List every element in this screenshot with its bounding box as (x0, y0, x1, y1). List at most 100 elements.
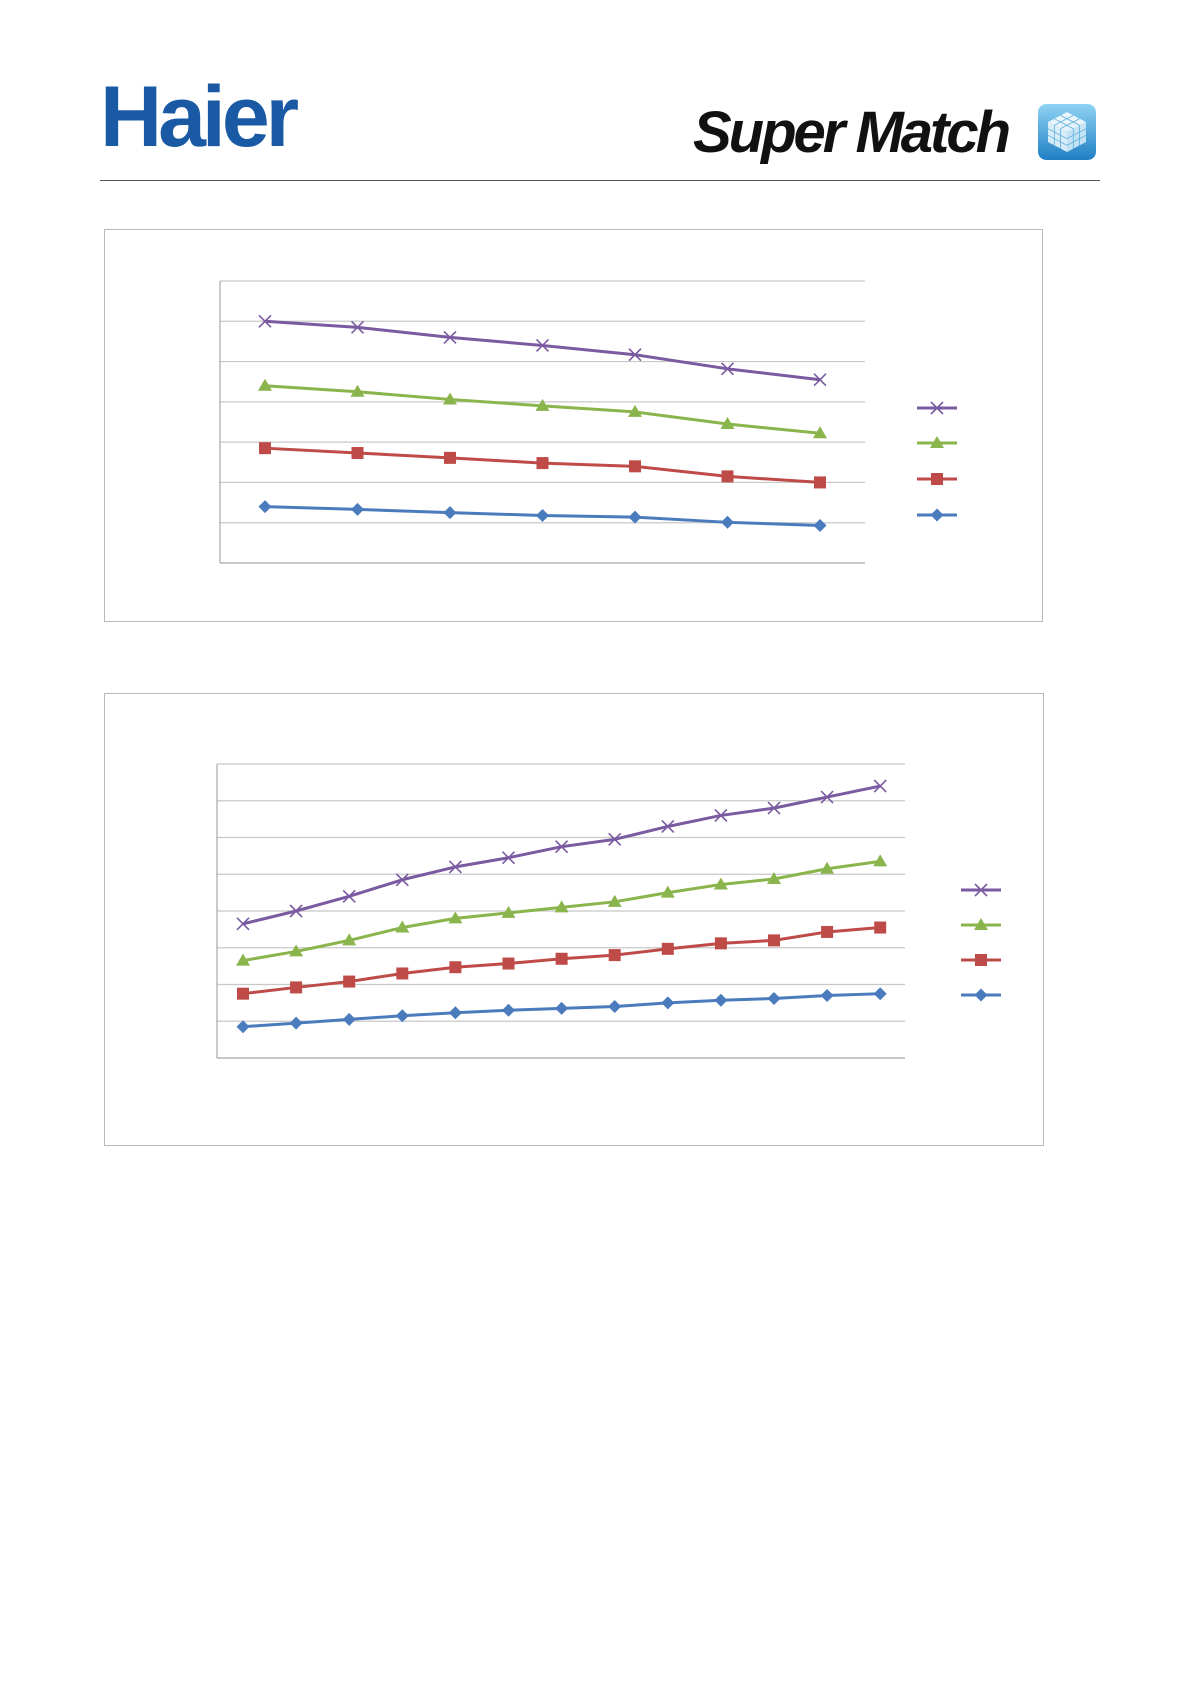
chart-2-series-4-point (608, 1000, 622, 1014)
chart-2-series-3-point (768, 934, 780, 947)
page-header: Haier Super Match (0, 0, 1191, 185)
chart-2-series-3-point (555, 952, 568, 965)
chart-2-series-2-point (289, 944, 304, 957)
chart-1-series-1-line (264, 319, 821, 382)
chart-2-series-1-point (714, 808, 728, 823)
chart-2-legend-item-1 (961, 883, 1001, 897)
chart-1-series-3-point (814, 476, 826, 489)
chart-2-series-2-point (820, 861, 835, 874)
chart-2-series-2-point (873, 854, 888, 867)
header-divider (100, 180, 1100, 181)
chart-1-series-2-point (258, 378, 272, 391)
chart-2-series-4-point (236, 1020, 250, 1034)
chart-1-frame (104, 229, 1043, 622)
chart-1-series-2-point (628, 404, 642, 417)
chart-2-series-1-point (236, 917, 250, 931)
chart-2-series-3-point (237, 987, 249, 1000)
chart-2-series-4-point (661, 996, 675, 1010)
chart-2-legend-marker-4 (974, 988, 988, 1002)
chart-2-legend-marker-2 (974, 918, 988, 930)
chart-2-series-4-point (873, 987, 887, 1001)
chart-1-legend-marker-2 (930, 436, 944, 448)
chart-2-series-1-point (289, 904, 303, 918)
chart-1 (219, 280, 957, 564)
chart-1-series-3-point (259, 442, 271, 455)
chart-1-legend (917, 401, 957, 522)
chart-1-series-3-point (536, 457, 549, 470)
chart-2-series-1-point (342, 889, 356, 903)
chart-1-series-2-point (443, 392, 457, 405)
chart-1-series-1-point (535, 338, 550, 353)
chart-2-legend (961, 883, 1001, 1002)
chart-1-legend-item-2 (917, 436, 957, 448)
chart-2-series-1-point (820, 790, 834, 804)
chart-2-series-2-point (713, 877, 728, 890)
chart-2-series-2-point (342, 933, 357, 946)
chart-1-series-1-point (258, 314, 272, 328)
chart-2-series-2 (236, 854, 888, 966)
chart-2-series-2-point (607, 894, 622, 907)
chart-1-series-1-point (813, 373, 827, 387)
chart-2-series-2-point (448, 911, 463, 924)
chart-1-series-3-point (629, 460, 641, 473)
chart-2-series-3-point (714, 937, 727, 950)
chart-2-series-3-point (874, 921, 887, 934)
chart-2-series-1-point (448, 860, 462, 874)
chart-2-legend-marker-1 (974, 883, 988, 897)
chart-1-series-3-point (351, 447, 364, 460)
chart-1-series-4-point (351, 502, 364, 516)
chart-1-series-1-point (720, 362, 735, 376)
chart-1-series-4-point (258, 500, 272, 514)
chart-2-legend-item-3 (961, 954, 1001, 966)
chart-2-series-2-point (501, 905, 516, 918)
chart-1-series-3 (259, 442, 826, 489)
chart-2-legend-item-4 (961, 988, 1001, 1002)
chart-1-series-2-point (720, 417, 735, 430)
chart-1-series-3-point (721, 470, 734, 483)
chart-2-series-2-point (660, 885, 675, 898)
chart-1-series-1-point (443, 330, 457, 344)
chart-2-series-4-point (820, 989, 834, 1003)
chart-2-series-2-point (395, 920, 410, 933)
chart-2-series-2-point (767, 872, 781, 885)
chart-1-series-2-point (813, 426, 827, 439)
chart-2-series-1-point (608, 832, 622, 846)
chart-2 (216, 763, 1001, 1059)
chart-2-legend-marker-3 (975, 954, 987, 966)
chart-1-series-2-point (350, 384, 365, 397)
chart-1-series-4-point (813, 519, 827, 533)
chart-1-series-1-point (350, 320, 365, 334)
chart-2-series-4-point (395, 1009, 409, 1023)
chart-2-series-4-point (448, 1006, 462, 1020)
chart-2-series-1-point (501, 851, 516, 865)
chart-1-legend-marker-4 (930, 508, 944, 522)
chart-2-series-3-point (343, 975, 356, 988)
chart-1-series-1-point (628, 348, 642, 362)
chart-1-legend-marker-3 (931, 473, 943, 485)
chart-1-series-4-point (536, 508, 549, 522)
chart-2-series-2-point (236, 953, 250, 966)
chart-2-frame (104, 693, 1044, 1146)
super-match-logo: Super Match (693, 100, 1011, 165)
haier-logo: Haier (100, 69, 299, 165)
chart-1-series-1 (258, 314, 827, 387)
chart-1-legend-marker-1 (930, 401, 944, 415)
chart-2-series-4-point (767, 991, 781, 1005)
chart-2-series-1 (236, 779, 887, 931)
chart-2-series-3-point (821, 925, 834, 938)
chart-2-series-3-point (661, 942, 674, 955)
chart-2-series-3-point (608, 949, 621, 962)
chart-2-series-4 (236, 987, 887, 1034)
chart-1-legend-item-1 (917, 401, 957, 415)
chart-1-series-4-point (628, 510, 642, 524)
chart-2-series-4-point (502, 1003, 515, 1017)
chart-1-series-2 (258, 378, 827, 439)
chart-2-series-3 (237, 921, 887, 1000)
chart-2-series-3-point (290, 981, 303, 994)
chart-1-series-3-point (444, 451, 456, 464)
chart-1-series-4 (258, 500, 827, 533)
chart-2-series-3-point (396, 967, 409, 980)
chart-2-series-3-point (449, 961, 462, 974)
chart-1-series-4-point (443, 506, 457, 520)
chart-1-series-4-point (721, 515, 734, 529)
